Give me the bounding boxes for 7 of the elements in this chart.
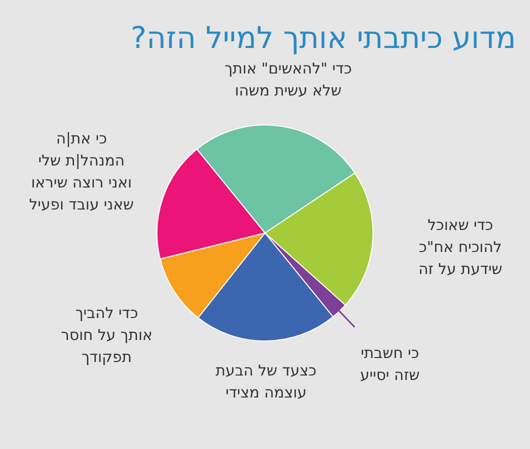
chart-title: מדוע כיתבתי אותך למייל הזה? <box>130 21 516 56</box>
slice-label: כי את|ה המנהל|ת שלי ואני רוצה שיראו שאני עובד ופעיל <box>29 130 134 214</box>
slice-label: כצעד של הבעת עוצמה מצידי <box>216 361 317 402</box>
slice-label: כדי "להאשים" אותך שלא עשית משהו <box>224 60 352 100</box>
slice-label: כדי שאוכל להוכיח אח"כ שידעת על זה <box>418 216 502 278</box>
slice-label: כדי להביך אותך על חוסר תפקודך <box>60 304 152 366</box>
slice-label: כי חשבתי שזה יסייע <box>360 344 420 384</box>
